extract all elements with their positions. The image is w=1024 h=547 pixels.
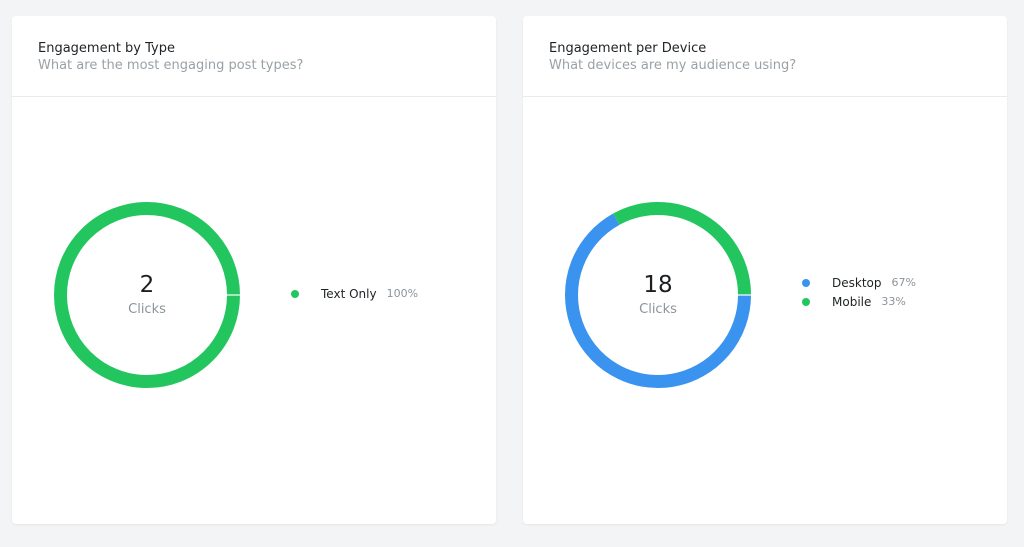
legend-percent: 100% <box>386 287 419 300</box>
card-body: 18 Clicks Desktop 67% Mobile 33% <box>523 97 1007 524</box>
card-subtitle: What are the most engaging post types? <box>38 58 304 73</box>
legend-label: Desktop <box>832 275 882 290</box>
donut-slice-mobile[interactable] <box>613 202 751 296</box>
donut-total: 18 <box>643 272 673 298</box>
card-subtitle: What devices are my audience using? <box>549 58 797 73</box>
donut-center: 18 Clicks <box>563 200 753 390</box>
card-header: Engagement by Type What are the most eng… <box>12 16 496 97</box>
legend-item-text-only[interactable]: Text Only 100% <box>291 284 418 303</box>
chart-legend: Desktop 67% Mobile 33% <box>802 273 916 311</box>
donut-total: 2 <box>139 272 155 298</box>
donut-chart: 2 Clicks <box>52 200 242 390</box>
card-title: Engagement by Type <box>38 41 175 56</box>
card-body: 2 Clicks Text Only 100% <box>12 97 496 524</box>
donut-center: 2 Clicks <box>52 200 242 390</box>
legend-label: Text Only <box>321 286 377 301</box>
engagement-by-type-card: Engagement by Type What are the most eng… <box>12 16 496 524</box>
donut-chart: 18 Clicks <box>563 200 753 390</box>
donut-chart-svg <box>565 202 752 388</box>
legend-dot <box>291 289 299 298</box>
chart-legend: Text Only 100% <box>291 284 418 303</box>
donut-unit: Clicks <box>128 302 166 317</box>
engagement-per-device-card: Engagement per Device What devices are m… <box>523 16 1007 524</box>
donut-chart-svg <box>54 202 241 388</box>
legend-dot <box>802 297 810 306</box>
donut-unit: Clicks <box>639 302 677 317</box>
legend-percent: 33% <box>881 295 906 308</box>
legend-item-mobile[interactable]: Mobile 33% <box>802 292 916 311</box>
legend-dot <box>802 278 810 287</box>
card-title: Engagement per Device <box>549 41 707 56</box>
legend-item-desktop[interactable]: Desktop 67% <box>802 273 916 292</box>
legend-label: Mobile <box>832 294 872 309</box>
legend-percent: 67% <box>891 276 916 289</box>
donut-slice-desktop[interactable] <box>565 213 751 388</box>
card-header: Engagement per Device What devices are m… <box>523 16 1007 97</box>
